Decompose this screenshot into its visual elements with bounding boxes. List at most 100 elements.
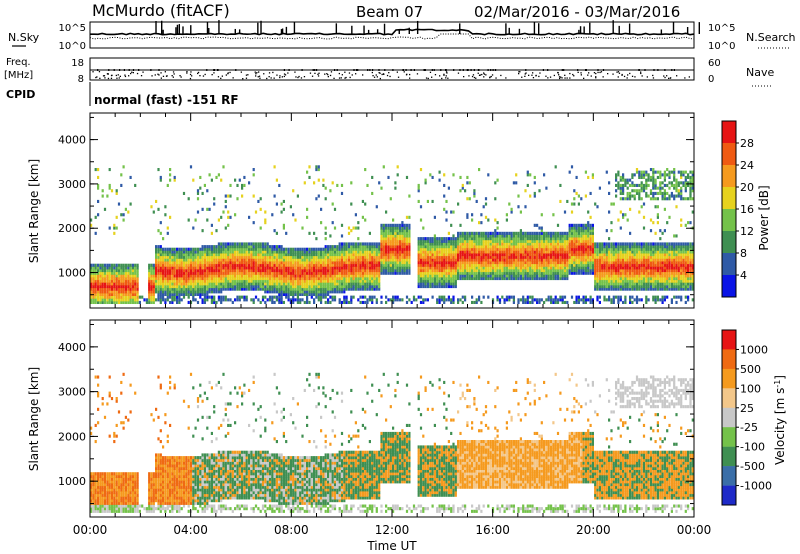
- power-cell: [375, 255, 378, 259]
- power-cell: [131, 269, 134, 273]
- cpid-panel: CPID normal (fast) -151 RF: [6, 82, 239, 107]
- power-cell: [94, 298, 97, 302]
- power-cell: [543, 253, 546, 257]
- power-cell: [580, 258, 583, 262]
- power-cell: [484, 263, 488, 267]
- nave-point: [599, 71, 601, 74]
- power-cell: [252, 173, 255, 177]
- power-cell: [475, 271, 478, 275]
- power-cell: [231, 255, 234, 259]
- power-cell: [213, 247, 216, 251]
- power-cell: [512, 239, 515, 243]
- power-cell: [243, 274, 246, 278]
- power-cell: [110, 189, 114, 193]
- power-cell: [545, 253, 548, 257]
- power-cell: [570, 247, 574, 251]
- power-cell: [241, 183, 244, 187]
- power-cell: [589, 298, 592, 302]
- power-cell: [501, 263, 504, 267]
- power-cell: [447, 250, 450, 254]
- nave-point: [258, 75, 261, 77]
- nave-point: [389, 75, 391, 78]
- power-cell: [422, 226, 425, 230]
- power-cell: [405, 247, 409, 251]
- power-cell: [329, 271, 332, 275]
- power-cell: [505, 234, 508, 238]
- power-cell: [171, 247, 174, 251]
- power-cell: [366, 261, 369, 265]
- power-cell: [543, 271, 546, 275]
- power-cell: [278, 261, 281, 265]
- power-cell: [452, 250, 455, 254]
- power-cell: [445, 266, 448, 270]
- power-cell: [436, 277, 439, 281]
- power-cell: [570, 271, 574, 275]
- power-cell: [550, 239, 553, 243]
- power-cell: [378, 274, 381, 278]
- power-cell: [303, 250, 306, 254]
- power-cell: [587, 226, 590, 230]
- power-cell: [366, 255, 369, 259]
- power-cell: [605, 263, 608, 267]
- power-cell: [292, 295, 295, 299]
- power-cell: [536, 231, 539, 235]
- power-cell: [101, 189, 104, 193]
- power-cell: [148, 266, 151, 270]
- power-cell: [392, 263, 395, 267]
- power-cell: [313, 290, 316, 294]
- power-cell: [231, 258, 234, 262]
- power-cell: [166, 298, 169, 302]
- power-cell: [552, 239, 555, 243]
- power-cell: [554, 242, 557, 246]
- power-cell: [268, 245, 272, 249]
- power-cell: [543, 247, 546, 251]
- power-cell: [315, 287, 318, 291]
- freq-point: [466, 69, 468, 71]
- power-cell: [127, 266, 130, 270]
- power-cell: [333, 282, 337, 286]
- power-cell: [596, 266, 599, 270]
- power-cell: [494, 229, 497, 233]
- power-cell: [120, 279, 123, 283]
- power-cell: [115, 282, 118, 286]
- power-cell: [589, 300, 592, 304]
- power-cell: [603, 255, 606, 259]
- power-cell: [110, 292, 114, 296]
- power-cell: [357, 269, 360, 273]
- power-cell: [354, 285, 357, 289]
- power-cell: [371, 253, 374, 257]
- power-cell: [378, 282, 381, 286]
- power-cell: [543, 237, 546, 241]
- power-cell: [343, 300, 346, 304]
- power-cell: [517, 274, 520, 278]
- power-cell: [547, 263, 550, 267]
- power-cell: [173, 271, 176, 275]
- power-cell: [159, 231, 162, 235]
- power-cell: [108, 290, 111, 294]
- power-cell: [236, 255, 239, 259]
- power-cell: [508, 295, 511, 299]
- power-cell: [320, 292, 323, 296]
- power-cell: [536, 247, 539, 251]
- power-cell: [443, 300, 446, 304]
- power-cell: [236, 245, 239, 249]
- power-cell: [354, 242, 357, 246]
- nave-point: [204, 73, 206, 76]
- power-cell: [380, 266, 383, 270]
- power-cell: [371, 271, 374, 275]
- power-cell: [162, 292, 165, 296]
- nave-point: [475, 77, 477, 79]
- power-cell: [517, 205, 520, 209]
- power-cell: [529, 258, 532, 262]
- power-cell: [117, 266, 121, 270]
- power-cell: [217, 263, 220, 267]
- power-cell: [275, 295, 278, 299]
- power-cell: [608, 247, 611, 251]
- power-cell: [222, 210, 225, 214]
- power-cell: [489, 274, 492, 278]
- power-cell: [368, 285, 371, 289]
- power-cell: [248, 274, 251, 278]
- power-cell: [366, 242, 369, 246]
- power-cell: [299, 253, 302, 257]
- power-cell: [531, 295, 534, 299]
